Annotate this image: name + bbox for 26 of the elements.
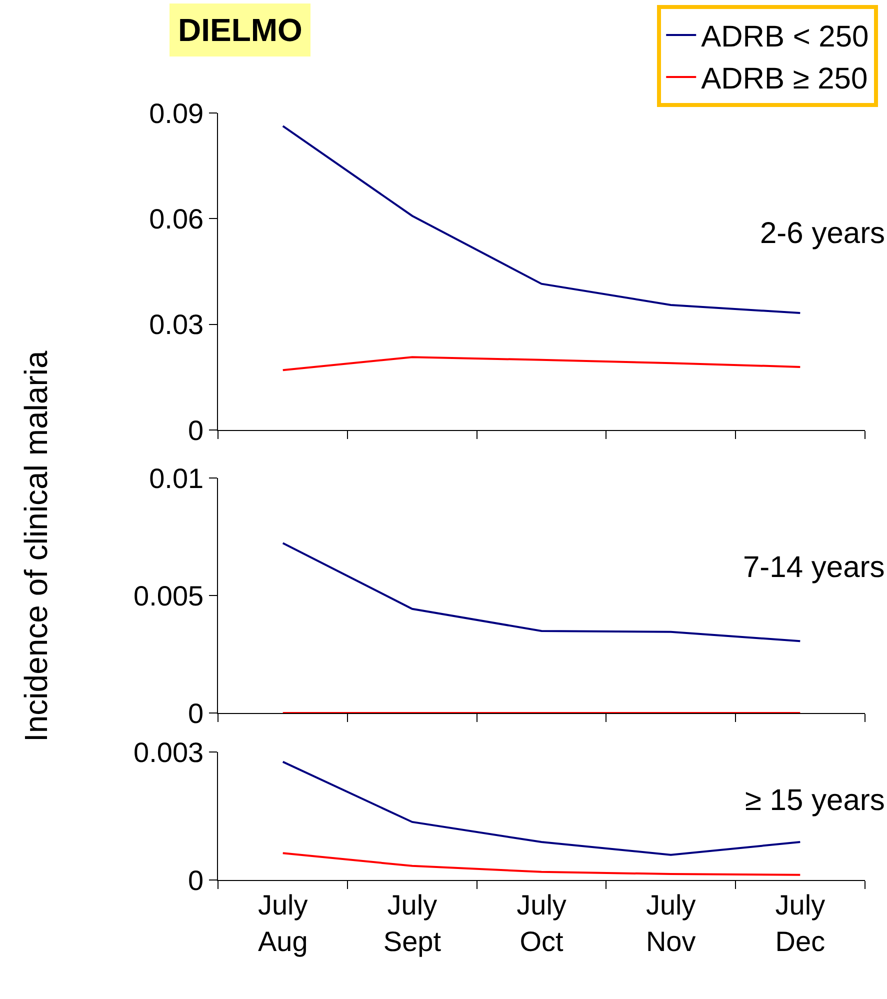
y-tick-label: 0.06 — [149, 203, 204, 234]
y-tick-label: 0 — [188, 414, 204, 446]
line-series — [282, 760, 802, 856]
x-tick-label: July Sept — [383, 890, 442, 957]
y-tick-label: 0 — [188, 864, 204, 896]
line-series — [282, 356, 802, 372]
annotation: 7-14 years — [743, 551, 885, 584]
y-tick-label: 0.005 — [134, 580, 204, 612]
x-tick-label: July Dec — [775, 890, 826, 957]
x-tick-label: July Oct — [516, 890, 566, 957]
y-tick-label: 0.003 — [134, 736, 204, 768]
y-tick-label: 0.03 — [149, 309, 204, 340]
y-tick-label: 0.01 — [149, 462, 204, 494]
annotation: ≥ 15 years — [745, 784, 885, 817]
y-axis-title: Incidence of clinical malaria — [18, 350, 54, 742]
x-tick-label: July Nov — [646, 890, 696, 957]
legend-label: ADRB ≥ 250 — [701, 62, 868, 96]
annotation: 2-6 years — [760, 217, 886, 250]
line-series — [282, 852, 802, 876]
y-tick-label: 0 — [188, 698, 204, 729]
chart-title: DIELMO — [178, 12, 302, 48]
legend-label: ADRB < 250 — [701, 20, 869, 54]
line-series — [282, 542, 802, 642]
y-tick-label: 0.09 — [149, 98, 204, 129]
x-tick-label: July Aug — [258, 890, 308, 957]
line-series — [282, 125, 802, 314]
